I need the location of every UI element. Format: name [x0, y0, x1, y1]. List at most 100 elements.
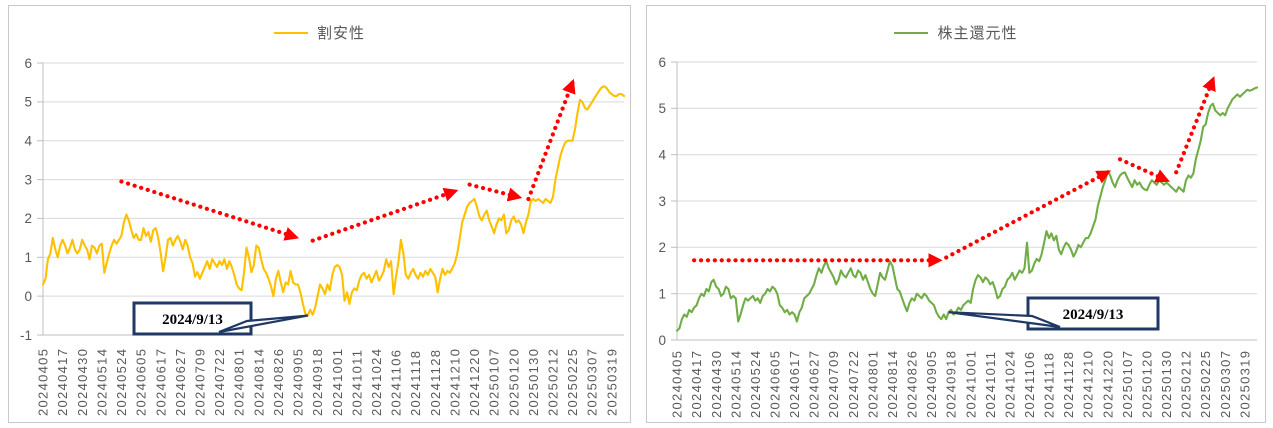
trend-arrow — [1117, 157, 1170, 183]
y-axis-tick-label: 0 — [24, 289, 32, 304]
x-axis-tick-label: 20240617 — [787, 350, 802, 418]
x-axis-tick-label: 20250120 — [1140, 350, 1155, 418]
x-axis-tick-label: 20240514 — [94, 348, 109, 416]
y-axis-tick-label: 5 — [658, 101, 666, 116]
trend-arrow — [119, 179, 300, 241]
x-axis-tick-label: 20241001 — [963, 350, 978, 418]
x-axis-tick-label: 20250120 — [506, 348, 521, 416]
x-axis-tick-label: 20240801 — [865, 350, 880, 418]
line-chart-undervaluation: 6 5 4 3 2 1 0 -1 20240405 20240417 20240430 2024051… — [20, 56, 626, 416]
x-axis-tick-label: 20250225 — [1198, 350, 1213, 418]
x-axis-tick-label: 20250130 — [1159, 350, 1174, 418]
x-axis-tick-label: 20241024 — [1002, 350, 1017, 418]
x-axis-tick-label: 20241118 — [1042, 352, 1057, 418]
series-line — [41, 85, 626, 317]
x-axis-tick-label: 20240709 — [826, 350, 841, 418]
y-axis-tick-label: 2 — [24, 211, 32, 226]
trend-arrow — [1174, 76, 1216, 175]
x-axis-tick-label: 20240605 — [768, 350, 783, 418]
chart-panel-undervaluation[interactable]: 割安性 6 5 4 3 2 1 0 -1 20240405 20240417 20240430 202… — [8, 5, 631, 423]
x-axis-tick-label: 20250307 — [585, 348, 600, 416]
x-axis-tick-label: 20241024 — [369, 348, 384, 416]
legend-line-swatch-icon — [894, 31, 929, 34]
x-axis-tick-label: 20250307 — [1218, 350, 1233, 418]
legend-undervaluation: 割安性 — [9, 22, 630, 43]
x-axis-tick-label: 20250130 — [526, 348, 541, 416]
x-axis-tick-label: 20240627 — [807, 350, 822, 418]
callout-text: 2024/9/13 — [162, 312, 223, 328]
x-axis-tick-label: 20241011 — [349, 349, 364, 416]
x-axis-tick-label: 20240918 — [944, 350, 959, 418]
y-axis-tick-label: 3 — [24, 172, 32, 187]
x-axis-tick-label: 20241118 — [408, 350, 423, 416]
x-axis-tick-label: 20240605 — [134, 348, 149, 416]
x-axis-tick-label: 20240417 — [55, 348, 70, 416]
x-axis-tick-label: 20250319 — [604, 348, 619, 416]
x-axis-tick-label: 20241210 — [1081, 350, 1096, 418]
x-axis-tick-label: 20240826 — [271, 348, 286, 416]
x-axis-tick-label: 20240417 — [689, 350, 704, 418]
y-axis-tick-label: 0 — [658, 333, 666, 348]
x-axis-tick-label: 20240524 — [748, 350, 763, 418]
y-axis-tick-label: 6 — [24, 56, 32, 71]
x-axis-tick-label: 20241106 — [389, 349, 404, 416]
trend-arrow — [310, 187, 459, 243]
y-axis-tick-label: 4 — [658, 148, 666, 163]
legend-label: 割安性 — [316, 25, 365, 42]
x-axis-tick-label: 20240826 — [905, 350, 920, 418]
date-callout[interactable]: 2024/9/13 — [948, 296, 1160, 331]
x-axis-tick-label: 20240627 — [173, 348, 188, 416]
date-callout[interactable]: 2024/9/13 — [132, 301, 308, 336]
x-axis-tick-label: 20240709 — [193, 348, 208, 416]
y-axis-tick-label: 5 — [24, 95, 32, 110]
x-axis-tick-label: 20240918 — [310, 348, 325, 416]
line-chart-shareholder-return: 6 5 4 3 2 1 0 20240405 20240417 20240430 20240514 2… — [658, 55, 1259, 418]
x-axis-tick-label: 20240430 — [75, 348, 90, 416]
callout-tail — [948, 311, 1061, 329]
x-axis-tick-label: 20240405 — [36, 348, 51, 416]
x-axis-tick-label: 20240617 — [153, 348, 168, 416]
x-axis-tick-label: 20241128 — [1061, 351, 1076, 418]
x-axis-tick-label: 20240814 — [251, 348, 266, 416]
x-axis-tick-label: 20250225 — [565, 348, 580, 416]
x-axis-tick-label: 20240722 — [212, 348, 227, 416]
y-axis-tick-label: 6 — [658, 55, 666, 70]
x-axis-tick-label: 20240514 — [728, 350, 743, 418]
x-axis-tick-label: 20250107 — [1120, 350, 1135, 418]
x-axis-tick-label: 20250319 — [1237, 350, 1252, 418]
trend-arrow — [526, 78, 576, 202]
x-axis-tick-label: 20240814 — [885, 350, 900, 418]
series-line — [675, 86, 1259, 332]
y-axis-tick-label: 4 — [24, 134, 32, 149]
x-axis-tick-label: 20240405 — [670, 350, 685, 418]
x-axis-tick-label: 20240722 — [846, 350, 861, 418]
trend-arrow — [467, 182, 523, 202]
x-axis-tick-label: 20240524 — [114, 348, 129, 416]
x-axis-tick-label: 20241220 — [467, 348, 482, 416]
x-axis-tick-label: 20241106 — [1022, 351, 1037, 418]
y-axis-tick-label: 1 — [24, 250, 32, 265]
x-axis-tick-label: 20241128 — [428, 349, 443, 416]
x-axis-tick-label: 20240430 — [709, 350, 724, 418]
x-axis-tick-label: 20241210 — [447, 348, 462, 416]
chart-panel-shareholder-return[interactable]: 株主還元性 6 5 4 3 2 1 0 20240405 20240417 20240430 202… — [646, 5, 1266, 423]
x-axis-tick-label: 20241011 — [983, 351, 998, 418]
legend-shareholder-return: 株主還元性 — [647, 22, 1265, 43]
x-axis-tick-label: 20250212 — [1179, 350, 1194, 418]
x-axis-tick-label: 20241220 — [1100, 350, 1115, 418]
y-axis-tick-label: 2 — [658, 240, 666, 255]
x-axis-tick-label: 20250107 — [487, 348, 502, 416]
x-axis-tick-label: 20240905 — [291, 348, 306, 416]
x-axis-tick-label: 20240905 — [924, 350, 939, 418]
x-axis-tick-label: 20240801 — [232, 348, 247, 416]
callout-tail — [218, 314, 308, 334]
legend-label: 株主還元性 — [937, 25, 1018, 42]
trend-arrow — [944, 170, 1112, 260]
y-axis-tick-label: 1 — [658, 287, 666, 302]
legend-line-swatch-icon — [273, 31, 308, 34]
x-axis-tick-label: 20250212 — [546, 348, 561, 416]
y-axis-tick-label: 3 — [658, 194, 666, 209]
x-axis-tick-label: 20241001 — [330, 348, 345, 416]
callout-text: 2024/9/13 — [1063, 307, 1124, 323]
y-axis-tick-label: -1 — [20, 328, 32, 343]
